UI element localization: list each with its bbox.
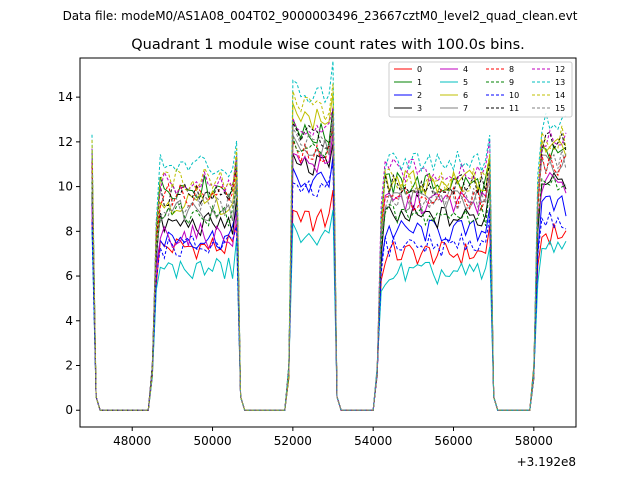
legend-label: 2 xyxy=(417,91,422,100)
legend-label: 4 xyxy=(463,65,468,74)
figure-suptitle: Data file: modeM0/AS1A08_004T02_90000034… xyxy=(63,9,578,23)
chart-title: Quadrant 1 module wise count rates with … xyxy=(131,37,525,53)
y-tick-label: 2 xyxy=(65,359,73,373)
x-offset-label: +3.192e8 xyxy=(517,455,576,469)
y-tick-label: 4 xyxy=(65,314,73,328)
y-tick-label: 8 xyxy=(65,224,73,238)
series-line-10 xyxy=(91,162,567,411)
legend-label: 13 xyxy=(555,78,565,87)
x-tick-label: 48000 xyxy=(113,434,151,448)
y-axis: 0 2 4 6 8 10 12 14 xyxy=(58,90,80,417)
series-line-2 xyxy=(91,155,567,411)
legend-label: 11 xyxy=(509,104,519,113)
legend-label: 7 xyxy=(463,104,468,113)
legend-box xyxy=(388,61,573,118)
legend-label: 8 xyxy=(509,65,514,74)
plot-frame xyxy=(79,57,577,428)
legend-label: 1 xyxy=(417,78,422,87)
x-tick-label: 50000 xyxy=(193,434,231,448)
legend-label: 15 xyxy=(555,104,565,113)
y-tick-label: 6 xyxy=(65,269,73,283)
y-tick-label: 12 xyxy=(58,135,73,149)
legend-label: 5 xyxy=(463,78,468,87)
x-axis: 48000 50000 52000 54000 56000 58000 xyxy=(113,427,553,448)
x-tick-label: 52000 xyxy=(274,434,312,448)
x-tick-label: 58000 xyxy=(515,434,553,448)
series-line-3 xyxy=(91,142,567,411)
series-line-14 xyxy=(91,83,567,411)
x-tick-label: 54000 xyxy=(354,434,392,448)
series-line-15 xyxy=(91,113,567,411)
series-line-13 xyxy=(91,61,567,411)
series-line-12 xyxy=(91,107,567,411)
series-line-9 xyxy=(91,130,567,411)
legend-label: 10 xyxy=(509,91,519,100)
series-line-0 xyxy=(91,190,567,411)
y-tick-label: 14 xyxy=(58,90,73,104)
plot-lines xyxy=(91,61,567,411)
y-tick-label: 0 xyxy=(65,403,73,417)
series-line-8 xyxy=(91,128,567,411)
legend-label: 9 xyxy=(509,78,514,87)
series-line-5 xyxy=(91,209,567,411)
y-tick-label: 10 xyxy=(58,180,73,194)
legend-label: 3 xyxy=(417,104,422,113)
x-tick-label: 56000 xyxy=(434,434,472,448)
legend-label: 0 xyxy=(417,65,422,74)
legend-label: 12 xyxy=(555,65,565,74)
legend-label: 14 xyxy=(555,91,565,100)
legend-label: 6 xyxy=(463,91,468,100)
